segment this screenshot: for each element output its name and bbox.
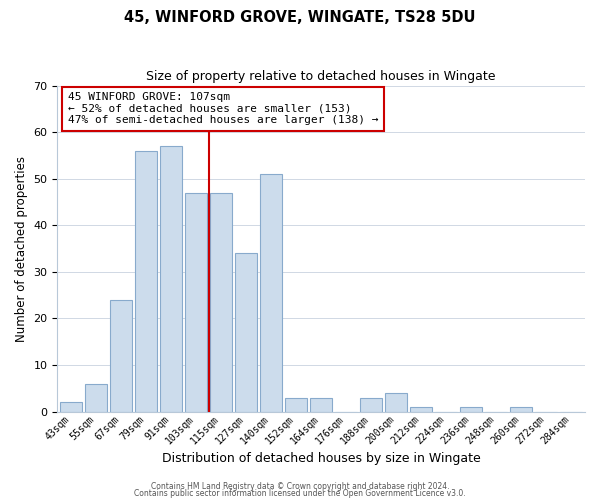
Text: 45, WINFORD GROVE, WINGATE, TS28 5DU: 45, WINFORD GROVE, WINGATE, TS28 5DU (124, 10, 476, 25)
Text: 45 WINFORD GROVE: 107sqm
← 52% of detached houses are smaller (153)
47% of semi-: 45 WINFORD GROVE: 107sqm ← 52% of detach… (68, 92, 379, 126)
Bar (285, 398, 307, 411)
Bar (460, 407, 482, 412)
Bar (110, 300, 133, 412)
X-axis label: Distribution of detached houses by size in Wingate: Distribution of detached houses by size … (162, 452, 481, 465)
Text: Contains public sector information licensed under the Open Government Licence v3: Contains public sector information licen… (134, 489, 466, 498)
Bar (385, 393, 407, 411)
Bar (510, 407, 532, 412)
Bar (185, 192, 208, 412)
Y-axis label: Number of detached properties: Number of detached properties (15, 156, 28, 342)
Bar (235, 254, 257, 412)
Bar (310, 398, 332, 411)
Bar (210, 192, 232, 412)
Bar (60, 402, 82, 411)
Bar (160, 146, 182, 411)
Bar (85, 384, 107, 411)
Bar (135, 151, 157, 411)
Title: Size of property relative to detached houses in Wingate: Size of property relative to detached ho… (146, 70, 496, 83)
Text: Contains HM Land Registry data © Crown copyright and database right 2024.: Contains HM Land Registry data © Crown c… (151, 482, 449, 491)
Bar (360, 398, 382, 411)
Bar (260, 174, 283, 412)
Bar (410, 407, 433, 412)
